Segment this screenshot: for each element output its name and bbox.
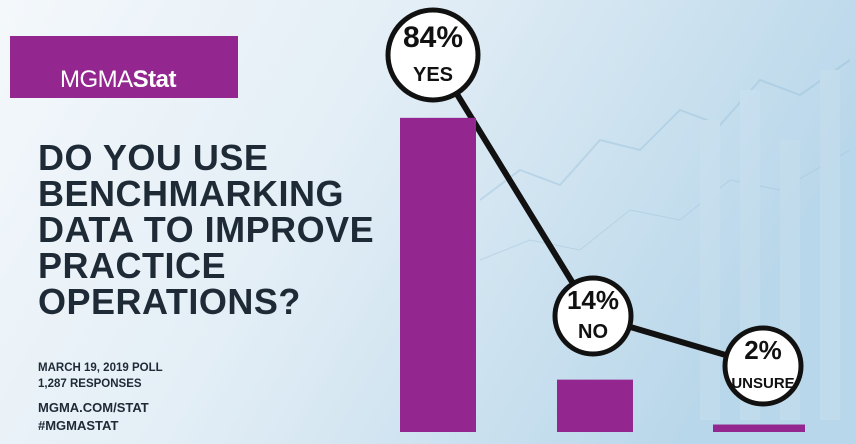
logo-text: MGMA bbox=[60, 66, 133, 93]
bar bbox=[400, 117, 476, 432]
value-label: 2% bbox=[744, 335, 782, 365]
logo: MGMAStat bbox=[10, 36, 238, 98]
annotation: #MGMASTAT bbox=[38, 418, 119, 433]
bar bbox=[713, 424, 805, 432]
category-label: YES bbox=[413, 64, 453, 86]
label-bubble bbox=[552, 275, 634, 357]
chart-title: DO YOU USE BENCHMARKING DATA TO IMPROVE … bbox=[38, 137, 375, 322]
category-label: NO bbox=[578, 321, 608, 343]
label-bubble bbox=[385, 7, 481, 103]
annotation: MGMA.COM/STAT bbox=[38, 400, 149, 415]
notes: MARCH 19, 2019 POLL 1,287 RESPONSES MGMA… bbox=[38, 360, 163, 435]
value-label: 84% bbox=[403, 21, 463, 54]
annotation: MARCH 19, 2019 POLL bbox=[38, 362, 163, 374]
annotation: 1,287 RESPONSES bbox=[38, 378, 142, 390]
bar bbox=[557, 379, 633, 432]
value-label: 14% bbox=[567, 285, 619, 315]
category-label: UNSURE bbox=[731, 375, 794, 392]
logo-text: Stat bbox=[132, 66, 177, 93]
label-bubble bbox=[722, 325, 804, 407]
